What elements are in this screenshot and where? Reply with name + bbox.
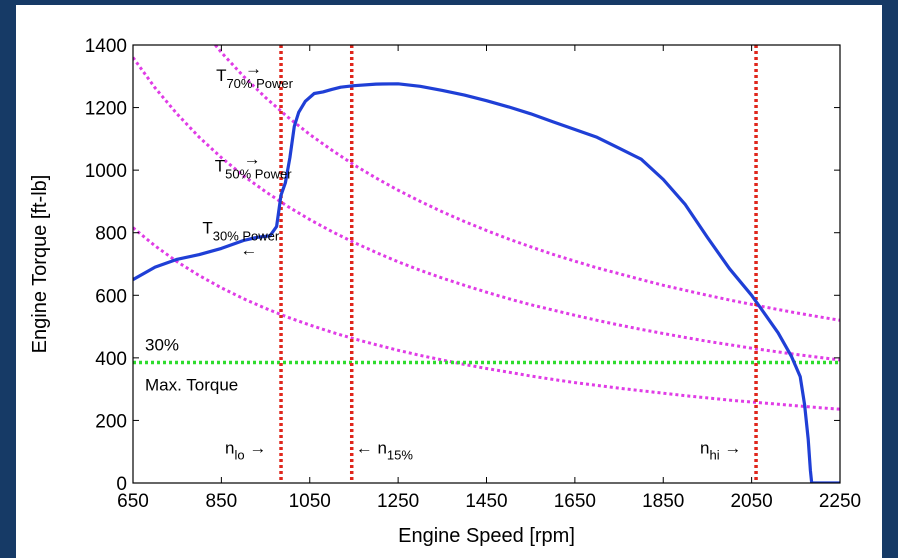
y-tick-label: 1400	[85, 36, 127, 57]
reference-speed-label-hi: nhi →	[700, 439, 741, 463]
y-tick-label: 200	[95, 411, 127, 432]
axes: 650 850 1050 1250 1450 1650 1850 2050 2250 0 200 40…	[85, 36, 861, 512]
label-subscript: 15%	[387, 448, 413, 463]
y-tick-label: 0	[116, 474, 127, 495]
chart-panel: 650 850 1050 1250 1450 1650 1850 2050 2250 0 200 40…	[16, 5, 882, 558]
y-tick-label: 800	[95, 224, 127, 245]
label-subscript: 70% Power	[226, 76, 293, 91]
power-curve-label-1: T70% Power→	[216, 59, 294, 91]
label-subscript: 30% Power	[213, 229, 280, 244]
x-tick-label: 650	[117, 491, 149, 512]
x-tick-label: 850	[206, 491, 238, 512]
max-torque-30pct-label-bottom: Max. Torque	[145, 376, 238, 395]
reference-speed-label-lo: nlo →	[225, 439, 266, 463]
x-tick-label: 1650	[554, 491, 596, 512]
label-arrow: →	[244, 150, 261, 169]
x-tick-label: 2050	[730, 491, 772, 512]
label-main: T	[215, 157, 225, 176]
power-curve-line-1	[213, 45, 840, 322]
x-tick-label: 1450	[465, 491, 507, 512]
label-arrow: →	[720, 439, 742, 458]
label-main: n	[700, 439, 709, 458]
power-curve-label-3: T30% Power	[202, 219, 280, 244]
label-main: T	[216, 66, 226, 85]
torque-curve-line	[133, 82, 840, 483]
torque-speed-chart: 650 850 1050 1250 1450 1650 1850 2050 2250 0 200 40…	[29, 36, 861, 547]
reference-speed-label-15pct: ← n15%	[356, 439, 414, 463]
label-subscript: hi	[710, 448, 720, 463]
x-tick-label: 1050	[289, 491, 331, 512]
y-tick-label: 1200	[85, 99, 127, 120]
axes-box	[132, 44, 841, 484]
x-tick-label: 1250	[377, 491, 419, 512]
max-torque-30pct-label-top: 30%	[145, 336, 179, 355]
y-tick-label: 400	[95, 349, 127, 370]
label-subscript: 50% Power	[225, 167, 292, 182]
x-tick-label: 1850	[642, 491, 684, 512]
label-arrow: →	[245, 59, 262, 78]
label-arrow: →	[245, 439, 267, 458]
power-curve-line-3	[133, 226, 840, 411]
y-tick-label: 1000	[85, 161, 127, 182]
power-curve-arrow-3: ←	[240, 241, 257, 260]
y-tick-label: 600	[95, 286, 127, 307]
label-main: n	[377, 439, 386, 458]
label-main: T	[202, 219, 212, 238]
power-curve-label-2: T50% Power→	[215, 150, 293, 182]
label-arrow: ←	[356, 439, 378, 458]
plot-area	[133, 45, 840, 483]
x-tick-label: 2250	[819, 491, 861, 512]
x-axis-label: Engine Speed [rpm]	[398, 525, 575, 547]
label-main: n	[225, 439, 234, 458]
y-axis-label: Engine Torque [ft-lb]	[29, 175, 51, 354]
label-subscript: lo	[234, 448, 244, 463]
power-curve-line-2	[133, 56, 840, 362]
